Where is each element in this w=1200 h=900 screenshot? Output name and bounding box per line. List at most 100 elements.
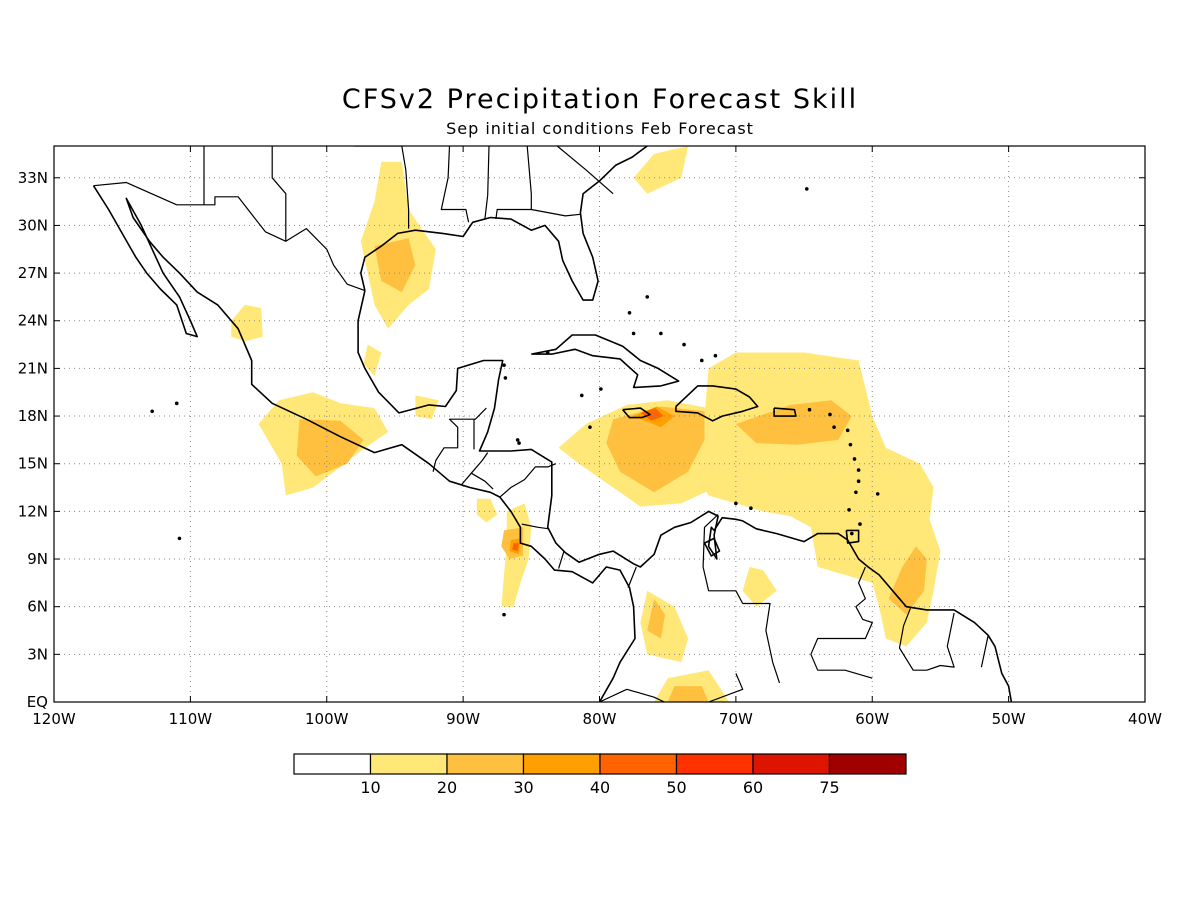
border <box>702 514 781 684</box>
colorbar-swatch <box>828 753 907 775</box>
island <box>749 506 753 510</box>
island <box>645 295 650 299</box>
y-tick-label: 21N <box>18 359 48 377</box>
colorbar-label: 10 <box>360 778 380 797</box>
border <box>980 635 989 668</box>
y-tick-label: 6N <box>27 598 48 616</box>
island <box>828 412 832 417</box>
island <box>858 522 862 526</box>
border <box>271 146 287 242</box>
island <box>682 342 686 347</box>
skill-region <box>667 686 709 702</box>
coastline <box>357 290 1013 702</box>
coastline <box>675 385 759 422</box>
border <box>558 550 565 569</box>
border <box>708 673 744 702</box>
y-tick-label: 12N <box>18 502 48 520</box>
island <box>502 612 506 617</box>
border <box>521 523 550 530</box>
island <box>659 331 663 336</box>
border <box>354 146 410 229</box>
island <box>807 407 812 412</box>
coastline <box>531 334 680 389</box>
skill-region <box>633 146 689 194</box>
y-tick-label: 24N <box>18 312 48 330</box>
x-tick-label: 120W <box>32 710 76 728</box>
skill-region <box>735 400 852 445</box>
skill-region <box>374 238 416 293</box>
y-tick-label: 3N <box>27 645 48 663</box>
map-subtitle: Sep initial conditions Feb Forecast <box>446 119 754 138</box>
border <box>556 146 614 195</box>
skill-region <box>647 598 665 639</box>
border <box>93 181 366 292</box>
island <box>847 507 851 512</box>
skill-region <box>512 543 519 552</box>
colorbar-label: 40 <box>590 778 610 797</box>
island <box>852 457 857 461</box>
x-tick-label: 70W <box>719 710 753 728</box>
skill-region <box>296 419 364 477</box>
x-tick-label: 90W <box>446 710 480 728</box>
coastline <box>92 185 636 702</box>
coastline <box>845 529 860 544</box>
colorbar-label: 20 <box>437 778 457 797</box>
colorbar-label: 60 <box>743 778 763 797</box>
x-tick-label: 80W <box>583 710 617 728</box>
border <box>531 208 581 217</box>
skill-region <box>640 590 689 663</box>
colorbar-swatch <box>446 753 525 775</box>
coastline <box>359 146 648 301</box>
island <box>734 501 738 506</box>
border <box>440 146 470 223</box>
border <box>484 146 490 220</box>
island <box>503 376 508 380</box>
island <box>599 387 603 391</box>
border <box>810 566 873 679</box>
colorbar-label: 30 <box>513 778 533 797</box>
coastline <box>622 407 651 419</box>
island <box>502 363 506 368</box>
border <box>599 688 666 702</box>
island <box>849 531 854 536</box>
colorbar: 10 20 30 40 50 60 75 <box>293 753 907 797</box>
coastlines <box>92 146 1013 711</box>
colorbar-swatch <box>675 753 754 775</box>
island <box>699 358 704 363</box>
island <box>856 468 861 472</box>
border <box>461 452 489 485</box>
island <box>150 409 154 414</box>
island <box>854 490 858 495</box>
y-tick-label: 27N <box>18 264 48 282</box>
coastline <box>703 537 721 557</box>
island <box>845 428 850 433</box>
y-tick-label: 30N <box>18 216 48 234</box>
skill-region <box>415 395 439 420</box>
island <box>631 331 636 336</box>
coastline <box>773 407 797 417</box>
island <box>517 441 521 445</box>
border <box>470 472 494 490</box>
skill-region <box>231 304 263 342</box>
map-title: CFSv2 Precipitation Forecast Skill <box>341 84 859 115</box>
axis-ticks: 120W 110W 100W 90W 80W 70W 60W 50W 40W EQ 3N 6N 9N 12… <box>18 146 1162 728</box>
border <box>627 566 637 588</box>
skill-shading <box>231 146 941 702</box>
x-tick-label: 50W <box>992 710 1026 728</box>
colorbar-label: 50 <box>666 778 686 797</box>
island <box>848 442 853 447</box>
skill-region <box>606 406 705 493</box>
x-tick-label: 100W <box>305 710 349 728</box>
y-tick-label: 33N <box>18 169 48 187</box>
colorbar-swatch <box>293 753 372 775</box>
island <box>804 187 809 191</box>
grid-lines <box>54 146 1145 702</box>
island <box>174 401 179 406</box>
island <box>856 479 861 483</box>
island <box>832 425 836 429</box>
border <box>495 146 532 220</box>
y-tick-label: 18N <box>18 407 48 425</box>
x-tick-label: 110W <box>169 710 213 728</box>
x-tick-label: 40W <box>1128 710 1162 728</box>
island <box>441 707 445 711</box>
